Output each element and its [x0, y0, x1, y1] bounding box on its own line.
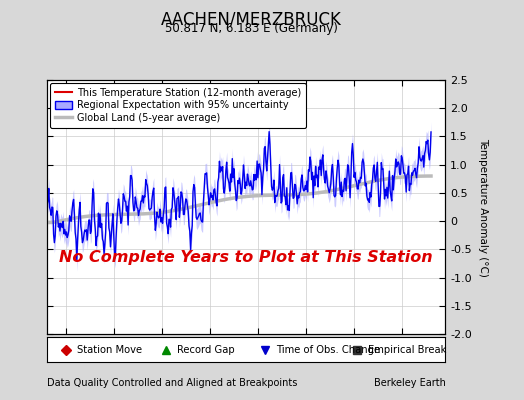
Text: Berkeley Earth: Berkeley Earth	[374, 378, 445, 388]
Text: Data Quality Controlled and Aligned at Breakpoints: Data Quality Controlled and Aligned at B…	[47, 378, 298, 388]
Text: No Complete Years to Plot at This Station: No Complete Years to Plot at This Statio…	[59, 250, 433, 265]
Text: Station Move: Station Move	[77, 344, 142, 354]
Y-axis label: Temperature Anomaly (°C): Temperature Anomaly (°C)	[477, 138, 487, 276]
Text: Time of Obs. Change: Time of Obs. Change	[276, 344, 380, 354]
Text: Record Gap: Record Gap	[177, 344, 234, 354]
Legend: This Temperature Station (12-month average), Regional Expectation with 95% uncer: This Temperature Station (12-month avera…	[50, 83, 307, 128]
Text: Empirical Break: Empirical Break	[368, 344, 446, 354]
Text: AACHEN/MERZBRUCK: AACHEN/MERZBRUCK	[161, 10, 342, 28]
Text: 50.817 N, 6.183 E (Germany): 50.817 N, 6.183 E (Germany)	[165, 22, 338, 35]
